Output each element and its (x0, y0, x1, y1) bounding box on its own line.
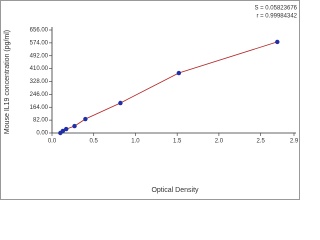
y-tick-label: 492.00 (30, 53, 49, 59)
y-tick-label: 410.00 (30, 66, 49, 72)
y-tick-label: 246.00 (30, 92, 49, 98)
x-tick-label: 0.5 (90, 139, 99, 145)
x-tick-label: 2.0 (215, 139, 224, 145)
annotation: r = 0.99984342 (256, 14, 297, 20)
data-point (60, 128, 66, 134)
data-point (83, 116, 88, 122)
y-tick-label: 164.00 (30, 105, 49, 111)
x-axis-label: Optical Density (151, 187, 199, 194)
x-tick-label: 2.9 (290, 139, 299, 145)
data-point (72, 123, 77, 129)
data-point (176, 70, 182, 76)
chart-frame (0, 0, 300, 200)
y-axis-label: Mouse IL19 concentration (pg/ml) (4, 30, 11, 134)
y-tick-label: 574.00 (30, 40, 49, 46)
data-point (63, 126, 69, 132)
y-tick-label: 328.00 (30, 79, 49, 85)
x-tick-label: 1.0 (131, 139, 140, 145)
y-tick-label: 656.00 (30, 28, 49, 34)
x-tick-label: 0.0 (48, 139, 57, 145)
page: {"chart_data": {"type": "scatter", "x_la… (0, 0, 300, 200)
data-point (275, 39, 280, 45)
y-tick-label: 82.00 (33, 118, 49, 124)
data-point (118, 100, 123, 106)
y-tick-label: 0.00 (36, 131, 48, 137)
annotation: S = 0.05823676 (254, 6, 297, 12)
chart: S = 0.05823676 r = 0.99984342 Optical De… (0, 0, 300, 200)
x-tick-label: 2.5 (256, 139, 265, 145)
x-tick-label: 1.5 (173, 139, 182, 145)
